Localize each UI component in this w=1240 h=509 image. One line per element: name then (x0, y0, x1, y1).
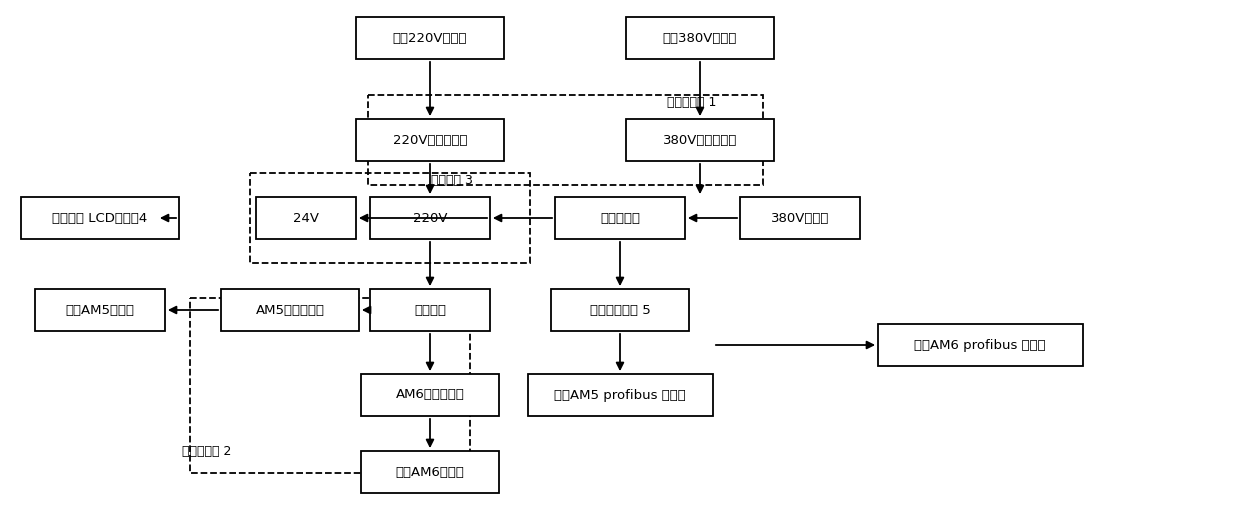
Text: 电源开关: 电源开关 (414, 303, 446, 317)
Text: 待测AM6显示板: 待测AM6显示板 (396, 466, 465, 478)
Bar (361, 374, 498, 416)
Text: 220V: 220V (413, 212, 448, 224)
Bar (21, 197, 179, 239)
Text: AM6主控板支架: AM6主控板支架 (396, 388, 465, 402)
Text: 测试电路 LCD显示屏4: 测试电路 LCD显示屏4 (52, 212, 148, 224)
Bar (626, 119, 774, 161)
Bar (367, 95, 763, 185)
Bar (356, 119, 503, 161)
Bar (250, 173, 529, 263)
Text: 电源套板支架 5: 电源套板支架 5 (590, 303, 650, 317)
Text: 220V电源板支架: 220V电源板支架 (393, 133, 467, 147)
Bar (35, 289, 165, 331)
Bar (626, 17, 774, 59)
Text: 24V: 24V (293, 212, 319, 224)
Bar (740, 197, 861, 239)
Text: 待测380V电源板: 待测380V电源板 (663, 32, 738, 44)
Text: 电源板支架 1: 电源板支架 1 (667, 96, 715, 109)
Bar (370, 289, 490, 331)
Text: 继电器开关: 继电器开关 (600, 212, 640, 224)
Bar (370, 197, 490, 239)
Text: 待测220V电源板: 待测220V电源板 (393, 32, 467, 44)
Text: 待测AM5显示板: 待测AM5显示板 (66, 303, 134, 317)
Text: 主控板支架 2: 主控板支架 2 (182, 445, 232, 458)
Text: 测试电源 3: 测试电源 3 (430, 174, 472, 187)
Bar (551, 289, 689, 331)
Text: 待测AM5 profibus 总线板: 待测AM5 profibus 总线板 (554, 388, 686, 402)
Bar (556, 197, 684, 239)
Text: AM5主控板支架: AM5主控板支架 (255, 303, 325, 317)
Bar (221, 289, 360, 331)
Bar (190, 297, 470, 472)
Text: 待测AM6 profibus 总线板: 待测AM6 profibus 总线板 (914, 338, 1045, 352)
Bar (527, 374, 713, 416)
Bar (255, 197, 356, 239)
Bar (878, 324, 1083, 366)
Bar (356, 17, 503, 59)
Text: 380V电源板支架: 380V电源板支架 (663, 133, 738, 147)
Text: 380V外供电: 380V外供电 (771, 212, 830, 224)
Bar (361, 451, 498, 493)
